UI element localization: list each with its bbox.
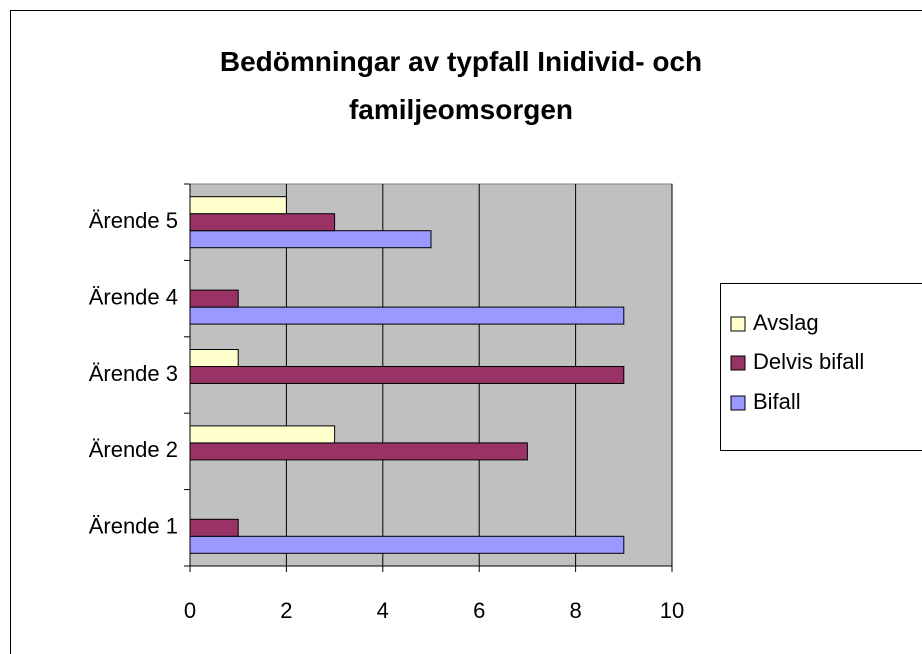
legend-swatch xyxy=(730,395,746,411)
bar xyxy=(189,366,625,384)
legend-swatch xyxy=(730,316,746,332)
y-tick-label: Ärende 1 xyxy=(89,514,178,539)
legend-swatch xyxy=(730,355,746,371)
x-tick-label: 10 xyxy=(660,598,684,623)
bar xyxy=(189,349,239,367)
bar xyxy=(189,442,528,461)
legend-box xyxy=(720,283,922,451)
y-tick-label: Ärende 4 xyxy=(89,284,178,309)
bar xyxy=(189,230,432,249)
x-tick-label: 0 xyxy=(184,598,196,623)
bar xyxy=(189,196,287,215)
chart-title: Bedömningar av typfall Inidivid- och fam… xyxy=(219,46,703,125)
x-tick-label: 4 xyxy=(377,598,389,623)
bar xyxy=(189,306,625,325)
x-tick-label: 8 xyxy=(569,598,581,623)
bar xyxy=(189,213,336,232)
y-tick-label: Ärende 2 xyxy=(89,437,178,462)
bar xyxy=(189,425,336,444)
y-tick-label: Ärende 5 xyxy=(89,208,178,233)
legend-label: Delvis bifall xyxy=(753,349,864,374)
bar xyxy=(189,289,239,308)
legend-label: Bifall xyxy=(753,389,801,414)
bar xyxy=(189,518,239,537)
x-tick-label: 6 xyxy=(473,598,485,623)
bar xyxy=(189,535,625,554)
x-tick-label: 2 xyxy=(280,598,292,623)
legend-label: Avslag xyxy=(753,310,819,335)
y-tick-label: Ärende 3 xyxy=(89,361,178,386)
